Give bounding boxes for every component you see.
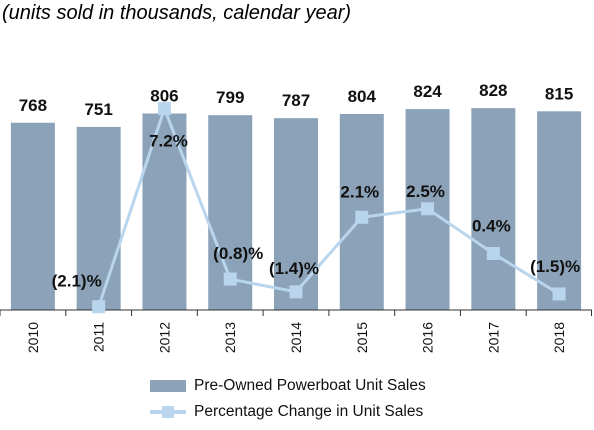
x-tick-label-2014: 2014 bbox=[288, 322, 304, 353]
bar-label-2018: 815 bbox=[545, 84, 573, 103]
bar-label-2017: 828 bbox=[479, 81, 507, 100]
bar-label-2012: 806 bbox=[150, 86, 178, 105]
line-marker-2011 bbox=[92, 300, 106, 314]
x-tick-label-2010: 2010 bbox=[25, 322, 41, 353]
line-marker-2014 bbox=[289, 285, 303, 299]
x-tick-label-2017: 2017 bbox=[485, 322, 501, 353]
x-tick-label-2015: 2015 bbox=[354, 322, 370, 353]
legend: Pre-Owned Powerboat Unit Sales Percentag… bbox=[150, 373, 426, 425]
legend-swatch-bar bbox=[150, 380, 186, 392]
x-tick-label-2011: 2011 bbox=[91, 322, 107, 352]
pct-label-2016: 2.5% bbox=[406, 182, 445, 201]
pct-label-2011: (2.1)% bbox=[52, 272, 102, 291]
line-marker-2016 bbox=[421, 202, 435, 216]
chart-subtitle: (units sold in thousands, calendar year) bbox=[2, 2, 352, 24]
pct-label-2013: (0.8)% bbox=[213, 244, 263, 263]
bar-label-2016: 824 bbox=[413, 82, 442, 101]
pct-label-2017: 0.4% bbox=[472, 216, 511, 235]
pct-label-2015: 2.1% bbox=[340, 182, 379, 201]
x-tick-label-2016: 2016 bbox=[420, 322, 436, 353]
bar-label-2010: 768 bbox=[19, 96, 47, 115]
legend-label-line: Percentage Change in Unit Sales bbox=[194, 403, 424, 420]
x-tick-label-2012: 2012 bbox=[156, 322, 172, 353]
bar-label-2013: 799 bbox=[216, 88, 244, 107]
line-marker-2015 bbox=[355, 210, 369, 224]
legend-label-bar: Pre-Owned Powerboat Unit Sales bbox=[194, 377, 426, 394]
line-marker-2017 bbox=[486, 246, 500, 260]
series-line bbox=[97, 104, 560, 308]
pct-label-2014: (1.4)% bbox=[269, 259, 319, 278]
legend-item-bar: Pre-Owned Powerboat Unit Sales bbox=[150, 373, 426, 399]
line-marker-2012 bbox=[157, 102, 171, 116]
bar-2018 bbox=[537, 111, 582, 310]
legend-item-line: Percentage Change in Unit Sales bbox=[150, 399, 426, 425]
bar-2010 bbox=[10, 122, 55, 310]
bar-label-2011: 751 bbox=[84, 100, 112, 119]
pct-label-2018: (1.5)% bbox=[530, 257, 580, 276]
legend-swatch-line bbox=[150, 405, 186, 419]
bar-2011 bbox=[76, 126, 121, 311]
bar-2017 bbox=[471, 108, 516, 310]
bar-2014 bbox=[274, 118, 318, 311]
line-marker-2018 bbox=[552, 287, 566, 301]
bar-label-2015: 804 bbox=[348, 87, 377, 106]
x-tick-label-2018: 2018 bbox=[551, 322, 567, 353]
line-marker-2013 bbox=[223, 272, 237, 286]
bar-label-2014: 787 bbox=[282, 91, 310, 110]
pct-label-2012: 7.2% bbox=[149, 132, 188, 151]
x-tick-label-2013: 2013 bbox=[222, 322, 238, 353]
